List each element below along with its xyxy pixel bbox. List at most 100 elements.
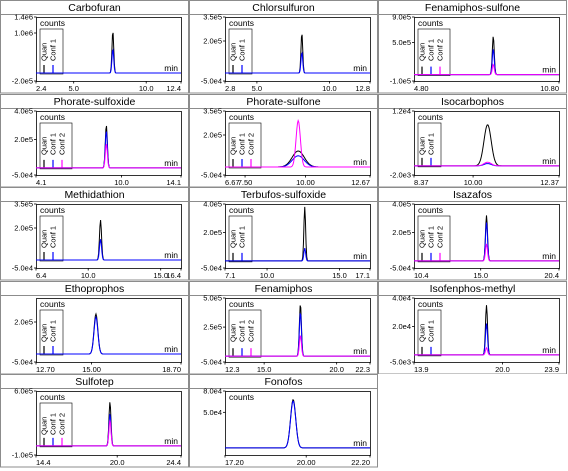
chromatogram-trace — [414, 63, 559, 76]
plot-area — [225, 391, 371, 456]
chromatogram-trace — [225, 247, 370, 262]
panel-frame — [189, 187, 378, 281]
min-label: min — [353, 438, 367, 448]
chart-title: Sulfotep — [75, 376, 114, 388]
ion-legend-label: Conf 1 — [49, 413, 58, 435]
chart-title: Chlorsulfuron — [252, 2, 315, 14]
counts-label: counts — [229, 299, 254, 309]
y-tick-label: 3.5e5 — [203, 106, 222, 115]
chromatogram-trace — [36, 239, 181, 261]
plot-area — [225, 204, 371, 269]
chart-title: Fonofos — [265, 376, 303, 388]
ion-legend-label: Quan — [40, 323, 49, 341]
plot-area — [36, 204, 182, 269]
ion-legend-label: Conf 1 — [427, 39, 436, 61]
x-tick-label: 12.4 — [166, 84, 181, 93]
plot-area — [36, 17, 182, 82]
chart-title: Carbofuran — [68, 2, 121, 14]
min-label: min — [164, 157, 178, 167]
y-tick-label: 5.0e5 — [203, 293, 222, 302]
y-tick-label: 2.0e5 — [392, 228, 411, 237]
x-tick-label: 10.00 — [296, 178, 315, 187]
ion-legend-label: Quan — [229, 43, 238, 61]
chromatogram-trace — [414, 161, 559, 166]
min-label: min — [353, 157, 367, 167]
x-tick-label: 5.0 — [252, 84, 262, 93]
ion-legend-label: Conf 2 — [58, 413, 67, 435]
plot-area — [414, 110, 560, 176]
chromatogram-trace — [36, 143, 181, 168]
x-tick-label: 10.0 — [322, 84, 337, 93]
y-tick-label: 2.0e4 — [392, 321, 411, 330]
x-tick-label: 17.20 — [225, 458, 244, 467]
min-label: min — [542, 344, 556, 354]
ion-legend-label: Conf 1 — [238, 132, 247, 154]
counts-label: counts — [229, 112, 254, 122]
ion-legend-label: Conf 1 — [49, 319, 58, 341]
x-tick-label: 2.8 — [225, 84, 235, 93]
chart-title: Fenamiphos — [255, 283, 313, 295]
y-tick-label: -5.0e4 — [12, 264, 33, 273]
min-label: min — [164, 344, 178, 354]
y-tick-label: 8.0e4 — [203, 387, 222, 396]
y-tick-label: -5.0e4 — [390, 264, 411, 273]
y-tick-label: -2.0e5 — [12, 77, 33, 86]
y-tick-label: 2.0e5 — [14, 317, 33, 326]
ion-legend-label: Quan — [229, 136, 238, 154]
chromatogram-trace — [225, 400, 370, 449]
ion-legend-box — [39, 402, 73, 448]
min-label: min — [353, 251, 367, 261]
x-tick-label: 14.1 — [166, 178, 181, 187]
counts-label: counts — [40, 18, 65, 28]
y-tick-label: 5.0e4 — [203, 408, 222, 417]
x-tick-label: 7.50 — [238, 178, 253, 187]
x-tick-label: 12.3 — [225, 365, 240, 374]
ion-legend-box — [228, 28, 253, 75]
ion-legend-box — [417, 122, 442, 167]
x-tick-label: 8.37 — [414, 178, 429, 187]
x-tick-label: 15.0 — [332, 271, 347, 280]
min-label: min — [164, 250, 178, 260]
chart-title: Phorate-sulfoxide — [54, 96, 136, 108]
x-tick-label: 24.4 — [166, 458, 181, 467]
counts-label: counts — [418, 299, 443, 309]
ion-legend-label: Quan — [229, 230, 238, 248]
x-tick-label: 12.67 — [351, 178, 370, 187]
y-tick-label: -5.0e4 — [201, 357, 222, 366]
chromatogram-trace — [36, 420, 181, 447]
ion-legend-box — [39, 215, 64, 262]
x-tick-label: 15.0 — [153, 271, 168, 280]
min-label: min — [353, 346, 367, 356]
ion-legend-label: Conf 1 — [49, 132, 58, 154]
ion-legend-label: Conf 2 — [436, 39, 445, 61]
y-tick-label: 3.5e5 — [203, 13, 222, 22]
x-tick-label: 15.00 — [82, 365, 101, 374]
ion-legend-box — [39, 122, 73, 169]
chromatogram-trace — [414, 243, 559, 262]
y-tick-label: 2.0e5 — [203, 228, 222, 237]
chromatogram-trace — [36, 315, 181, 354]
ion-legend-label: Quan — [40, 230, 49, 248]
x-tick-label: 15.0 — [473, 271, 488, 280]
x-tick-label: 12.37 — [540, 178, 559, 187]
panel-frame — [0, 280, 189, 374]
plot-area — [36, 297, 182, 363]
min-label: min — [542, 251, 556, 261]
y-tick-label: 3.5e5 — [14, 200, 33, 209]
x-tick-label: 20.0 — [110, 458, 125, 467]
y-tick-label: -5.0e4 — [201, 170, 222, 179]
x-tick-label: 15.0 — [257, 365, 272, 374]
chart-title: Terbufos-sulfoxide — [241, 189, 326, 201]
x-tick-label: 10.0 — [114, 178, 129, 187]
x-tick-label: 12.8 — [355, 84, 370, 93]
x-tick-label: 6.67 — [225, 178, 240, 187]
chart-title: Phorate-sulfone — [246, 96, 320, 108]
ion-legend-box — [417, 28, 451, 76]
